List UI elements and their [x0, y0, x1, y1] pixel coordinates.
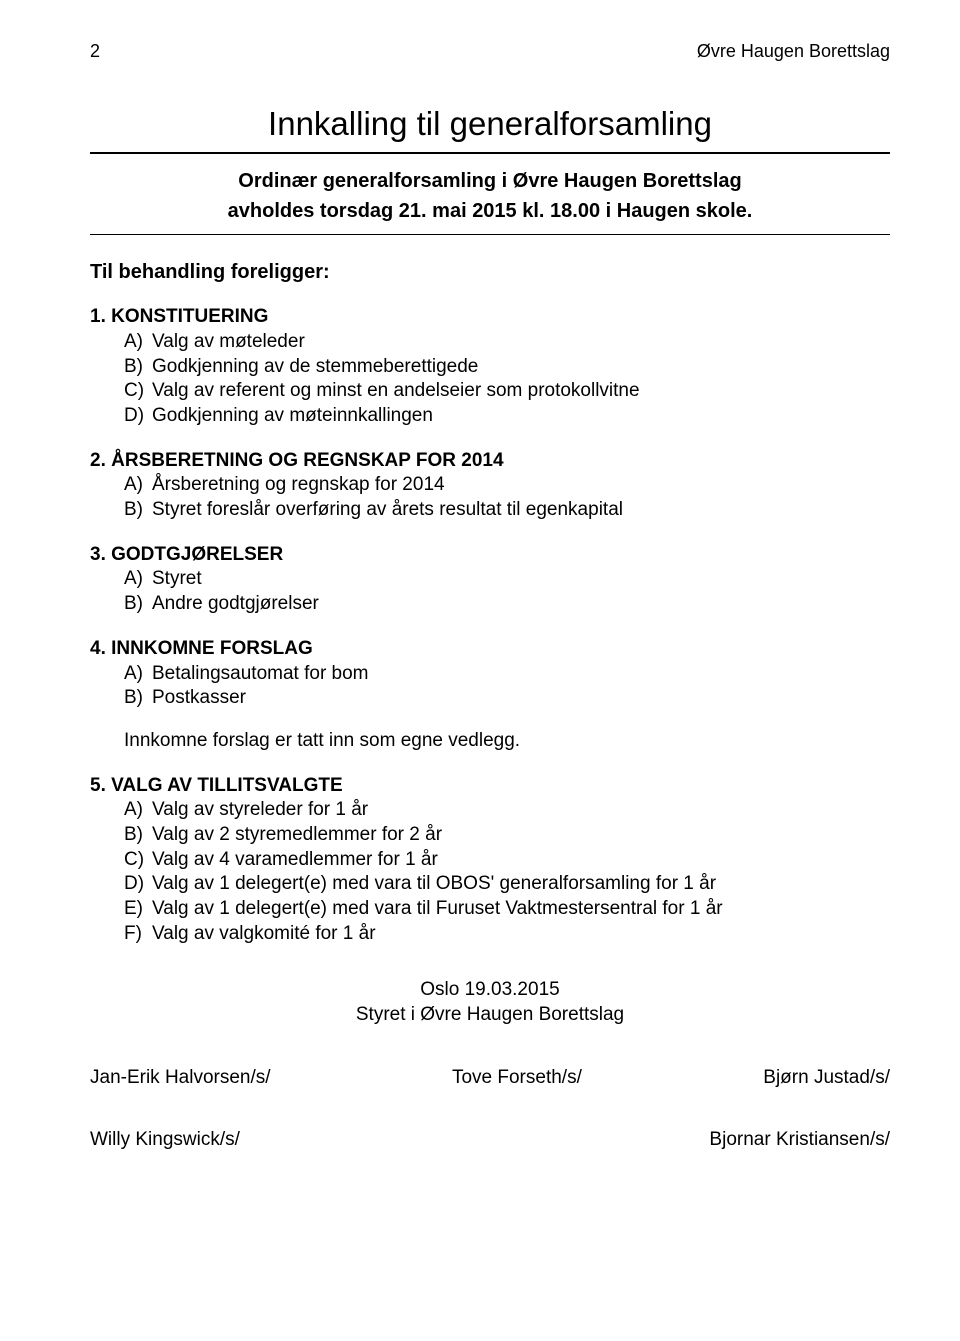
list-item: B)Styret foreslår overføring av årets re… [124, 498, 890, 523]
item-text: Betalingsautomat for bom [152, 662, 369, 687]
item-text: Godkjenning av møteinnkallingen [152, 404, 433, 429]
item-text: Årsberetning og regnskap for 2014 [152, 473, 445, 498]
item-text: Styret foreslår overføring av årets resu… [152, 498, 623, 523]
item-letter: B) [124, 355, 152, 380]
item-text: Valg av 1 delegert(e) med vara til OBOS'… [152, 872, 716, 897]
item-text: Styret [152, 567, 202, 592]
section-items: A)Valg av møteleder B)Godkjenning av de … [124, 330, 890, 429]
signature-5: Bjornar Kristiansen/s/ [709, 1128, 890, 1153]
list-item: F)Valg av valgkomité for 1 år [124, 922, 890, 947]
section-note: Innkomne forslag er tatt inn som egne ve… [124, 729, 890, 754]
item-text: Valg av referent og minst en andelseier … [152, 379, 640, 404]
list-item: A)Valg av styreleder for 1 år [124, 798, 890, 823]
section-items: A)Valg av styreleder for 1 år B)Valg av … [124, 798, 890, 946]
list-item: C)Valg av referent og minst en andelseie… [124, 379, 890, 404]
item-letter: B) [124, 498, 152, 523]
item-letter: D) [124, 872, 152, 897]
item-letter: B) [124, 686, 152, 711]
item-text: Valg av 4 varamedlemmer for 1 år [152, 848, 438, 873]
item-text: Valg av møteleder [152, 330, 305, 355]
list-item: B)Valg av 2 styremedlemmer for 2 år [124, 823, 890, 848]
list-item: E)Valg av 1 delegert(e) med vara til Fur… [124, 897, 890, 922]
section-title: 2. ÅRSBERETNING OG REGNSKAP FOR 2014 [90, 449, 890, 474]
org-name: Øvre Haugen Borettslag [697, 40, 890, 63]
subtitle-line2: avholdes torsdag 21. mai 2015 kl. 18.00 … [90, 198, 890, 224]
item-letter: F) [124, 922, 152, 947]
list-item: A)Valg av møteleder [124, 330, 890, 355]
list-item: A)Årsberetning og regnskap for 2014 [124, 473, 890, 498]
section-valg: 5. VALG AV TILLITSVALGTE A)Valg av styre… [90, 774, 890, 947]
footer-date: Oslo 19.03.2015 [90, 978, 890, 1003]
section-title: 3. GODTGJØRELSER [90, 543, 890, 568]
list-item: A)Betalingsautomat for bom [124, 662, 890, 687]
list-item: B)Postkasser [124, 686, 890, 711]
signatures-row2: Willy Kingswick/s/ Bjornar Kristiansen/s… [90, 1128, 890, 1153]
section-title: 5. VALG AV TILLITSVALGTE [90, 774, 890, 799]
item-letter: B) [124, 592, 152, 617]
list-item: B)Andre godtgjørelser [124, 592, 890, 617]
section-konstituering: 1. KONSTITUERING A)Valg av møteleder B)G… [90, 305, 890, 428]
section-godtgjorelser: 3. GODTGJØRELSER A)Styret B)Andre godtgj… [90, 543, 890, 617]
footer-block: Oslo 19.03.2015 Styret i Øvre Haugen Bor… [90, 978, 890, 1027]
item-text: Andre godtgjørelser [152, 592, 319, 617]
item-text: Valg av valgkomité for 1 år [152, 922, 376, 947]
item-letter: A) [124, 567, 152, 592]
item-letter: A) [124, 473, 152, 498]
list-item: C)Valg av 4 varamedlemmer for 1 år [124, 848, 890, 873]
footer-board: Styret i Øvre Haugen Borettslag [90, 1003, 890, 1028]
list-item: A)Styret [124, 567, 890, 592]
section-items: A)Betalingsautomat for bom B)Postkasser [124, 662, 890, 711]
item-letter: E) [124, 897, 152, 922]
section-title: 4. INNKOMNE FORSLAG [90, 637, 890, 662]
main-title: Innkalling til generalforsamling [90, 103, 890, 146]
item-text: Valg av styreleder for 1 år [152, 798, 368, 823]
section-items: A)Årsberetning og regnskap for 2014 B)St… [124, 473, 890, 522]
item-letter: C) [124, 379, 152, 404]
item-text: Valg av 1 delegert(e) med vara til Furus… [152, 897, 723, 922]
item-text: Godkjenning av de stemmeberettigede [152, 355, 478, 380]
signature-4: Willy Kingswick/s/ [90, 1128, 240, 1153]
signature-3: Bjørn Justad/s/ [763, 1066, 890, 1091]
list-item: D)Godkjenning av møteinnkallingen [124, 404, 890, 429]
section-items: A)Styret B)Andre godtgjørelser [124, 567, 890, 616]
subtitle-line1: Ordinær generalforsamling i Øvre Haugen … [90, 168, 890, 194]
signatures-row1: Jan-Erik Halvorsen/s/ Tove Forseth/s/ Bj… [90, 1066, 890, 1091]
item-letter: A) [124, 330, 152, 355]
item-letter: B) [124, 823, 152, 848]
item-letter: D) [124, 404, 152, 429]
page-number: 2 [90, 40, 100, 63]
list-item: B)Godkjenning av de stemmeberettigede [124, 355, 890, 380]
item-letter: A) [124, 662, 152, 687]
item-letter: C) [124, 848, 152, 873]
section-innkomne-forslag: 4. INNKOMNE FORSLAG A)Betalingsautomat f… [90, 637, 890, 754]
item-letter: A) [124, 798, 152, 823]
signature-1: Jan-Erik Halvorsen/s/ [90, 1066, 271, 1091]
list-item: D)Valg av 1 delegert(e) med vara til OBO… [124, 872, 890, 897]
divider-thin [90, 234, 890, 235]
divider-thick [90, 152, 890, 154]
item-text: Postkasser [152, 686, 246, 711]
intro-label: Til behandling foreligger: [90, 259, 890, 285]
section-title: 1. KONSTITUERING [90, 305, 890, 330]
signature-2: Tove Forseth/s/ [452, 1066, 582, 1091]
section-arsberetning: 2. ÅRSBERETNING OG REGNSKAP FOR 2014 A)Å… [90, 449, 890, 523]
page-header: 2 Øvre Haugen Borettslag [90, 40, 890, 63]
item-text: Valg av 2 styremedlemmer for 2 år [152, 823, 442, 848]
